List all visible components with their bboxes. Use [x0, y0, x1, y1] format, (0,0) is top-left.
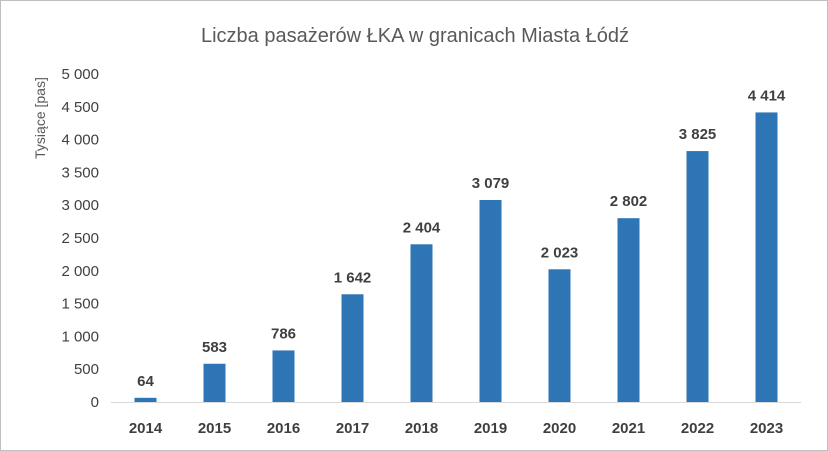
y-axis-ticks: 0 500 1 000 1 500 2 000 2 500 3 000 3 500 4 000 4…: [61, 66, 99, 411]
chart-title: Liczba pasażerów ŁKA w granicach Miasta …: [201, 25, 629, 47]
bar-2014: [134, 397, 157, 402]
y-axis-label: Tysiące [pas]: [32, 77, 48, 159]
data-label-2018: 2 404: [403, 219, 441, 236]
y-tick-label: 3 000: [61, 197, 99, 214]
data-label-2019: 3 079: [472, 175, 510, 192]
y-tick-label: 1 500: [61, 296, 99, 313]
data-label-2021: 2 802: [610, 193, 648, 210]
y-tick-label: 4 000: [61, 132, 99, 149]
y-tick-label: 2 000: [61, 263, 99, 280]
data-labels: 64 583 786 1 642 2 404 3 079 2 023 2 802 3 825 4 …: [137, 87, 786, 389]
data-label-2014: 64: [137, 373, 154, 390]
y-tick-label: 3 500: [61, 164, 99, 181]
y-tick-label: 0: [91, 394, 99, 411]
bar-2017: [341, 294, 364, 402]
x-tick-label-2014: 2014: [129, 420, 163, 437]
bar-2022: [686, 151, 709, 402]
y-tick-label: 1 000: [61, 328, 99, 345]
data-label-2015: 583: [202, 339, 227, 356]
data-label-2022: 3 825: [679, 126, 717, 143]
bar-2018: [410, 244, 433, 402]
bar-2020: [548, 269, 571, 402]
data-label-2020: 2 023: [541, 244, 579, 261]
x-tick-label-2016: 2016: [267, 420, 300, 437]
x-tick-label-2021: 2021: [612, 420, 645, 437]
y-tick-label: 500: [74, 361, 99, 378]
y-tick-label: 2 500: [61, 230, 99, 247]
x-tick-label-2019: 2019: [474, 420, 507, 437]
bar-2021: [617, 218, 640, 402]
bar-2019: [479, 200, 502, 402]
x-tick-label-2018: 2018: [405, 420, 438, 437]
y-tick-label: 4 500: [61, 99, 99, 116]
y-tick-label: 5 000: [61, 66, 99, 83]
data-label-2016: 786: [271, 325, 296, 342]
bars: [134, 112, 778, 403]
bar-2023: [755, 112, 778, 403]
bar-2016: [272, 350, 295, 402]
x-tick-label-2020: 2020: [543, 420, 576, 437]
bar-2015: [203, 363, 226, 402]
x-tick-label-2022: 2022: [681, 420, 714, 437]
data-label-2023: 4 414: [748, 87, 786, 104]
x-tick-label-2023: 2023: [750, 420, 783, 437]
x-axis-ticks: 2014 2015 2016 2017 2018 2019 2020 2021 2022 2023: [129, 420, 783, 437]
x-tick-label-2017: 2017: [336, 420, 369, 437]
data-label-2017: 1 642: [334, 269, 372, 286]
x-tick-label-2015: 2015: [198, 420, 231, 437]
